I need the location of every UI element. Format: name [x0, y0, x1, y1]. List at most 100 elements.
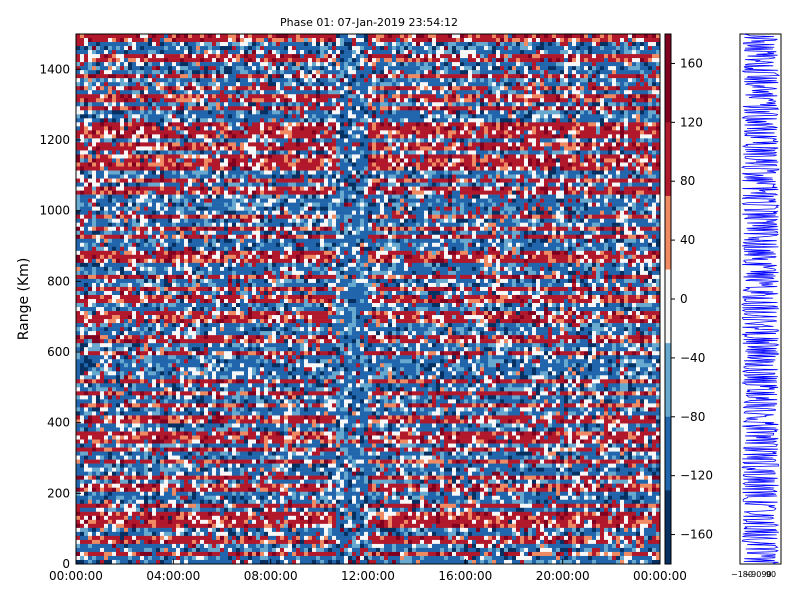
heatmap-cell [328, 122, 333, 127]
heatmap-cell [124, 66, 129, 71]
heatmap-cell [240, 130, 245, 135]
heatmap-cell [312, 118, 317, 123]
heatmap-cell [444, 106, 449, 111]
heatmap-cell [112, 158, 117, 163]
heatmap-cell [248, 142, 253, 147]
heatmap-cell [252, 122, 257, 127]
heatmap-cell [424, 138, 429, 143]
heatmap-cell [524, 146, 529, 151]
heatmap-cell [184, 78, 189, 83]
heatmap-cell [112, 34, 117, 39]
heatmap-cell [108, 142, 113, 147]
heatmap-cell [448, 142, 453, 147]
heatmap-cell [292, 46, 297, 51]
heatmap-cell [576, 54, 581, 59]
heatmap-cell [312, 34, 317, 39]
heatmap-cell [428, 158, 433, 163]
heatmap-cell [160, 42, 165, 47]
heatmap-cell [160, 114, 165, 119]
heatmap-cell [116, 82, 121, 87]
heatmap-cell [428, 122, 433, 127]
heatmap-cell [108, 122, 113, 127]
heatmap-cell [360, 138, 365, 143]
heatmap-cell [564, 130, 569, 135]
heatmap-cell [360, 70, 365, 75]
heatmap-cell [284, 58, 289, 63]
heatmap-cell [296, 166, 301, 171]
heatmap-cell [304, 158, 309, 163]
heatmap-cell [516, 74, 521, 79]
heatmap-cell [352, 54, 357, 59]
heatmap-cell [100, 106, 105, 111]
heatmap-cell [312, 86, 317, 91]
heatmap-cell [164, 162, 169, 167]
heatmap-cell [492, 154, 497, 159]
heatmap-cell [564, 110, 569, 115]
heatmap-cell [644, 98, 649, 103]
heatmap-cell [204, 78, 209, 83]
heatmap-cell [560, 62, 565, 67]
heatmap-cell [252, 162, 257, 167]
heatmap-cell [552, 46, 557, 51]
heatmap-cell [188, 50, 193, 55]
heatmap-cell [300, 146, 305, 151]
heatmap-cell [88, 98, 93, 103]
heatmap-cell [588, 86, 593, 91]
heatmap-cell [592, 58, 597, 63]
heatmap-cell [564, 66, 569, 71]
heatmap-cell [392, 130, 397, 135]
heatmap-cell [632, 90, 637, 95]
heatmap-cell [432, 42, 437, 47]
heatmap-cell [476, 130, 481, 135]
heatmap-cell [156, 74, 161, 79]
heatmap-cell [200, 126, 205, 131]
heatmap-cell [264, 154, 269, 159]
heatmap-cell [116, 102, 121, 107]
heatmap-cell [192, 86, 197, 91]
heatmap-cell [336, 162, 341, 167]
heatmap-cell [644, 150, 649, 155]
heatmap-cell [576, 134, 581, 139]
heatmap-cell [288, 50, 293, 55]
heatmap-cell [296, 122, 301, 127]
heatmap-cell [312, 82, 317, 87]
heatmap-cell [616, 62, 621, 67]
heatmap-cell [540, 98, 545, 103]
heatmap-cell [328, 150, 333, 155]
heatmap-cell [564, 82, 569, 87]
heatmap-cell [292, 106, 297, 111]
heatmap-cell [340, 122, 345, 127]
heatmap-cell [160, 166, 165, 171]
heatmap-cell [80, 154, 85, 159]
heatmap-cell [384, 66, 389, 71]
heatmap-cell [544, 90, 549, 95]
heatmap-cell [332, 146, 337, 151]
heatmap-cell [364, 70, 369, 75]
heatmap-cell [552, 70, 557, 75]
heatmap-cell [524, 102, 529, 107]
heatmap-cell [576, 66, 581, 71]
heatmap-cell [148, 50, 153, 55]
heatmap-cell [352, 70, 357, 75]
heatmap-cell [204, 62, 209, 67]
heatmap-cell [104, 90, 109, 95]
heatmap-cell [584, 86, 589, 91]
heatmap-cell [124, 170, 129, 175]
heatmap-cell [540, 114, 545, 119]
heatmap-cell [420, 86, 425, 91]
heatmap-cell [204, 146, 209, 151]
heatmap-cell [176, 66, 181, 71]
heatmap-cell [504, 46, 509, 51]
heatmap-cell [160, 130, 165, 135]
heatmap-cell [612, 54, 617, 59]
heatmap-cell [540, 130, 545, 135]
heatmap-cell [488, 70, 493, 75]
heatmap-cell [284, 38, 289, 43]
heatmap-cell [432, 66, 437, 71]
heatmap-cell [404, 78, 409, 83]
heatmap-cell [80, 122, 85, 127]
heatmap-cell [572, 42, 577, 47]
heatmap-cell [364, 58, 369, 63]
heatmap-cell [356, 102, 361, 107]
heatmap-cell [132, 162, 137, 167]
